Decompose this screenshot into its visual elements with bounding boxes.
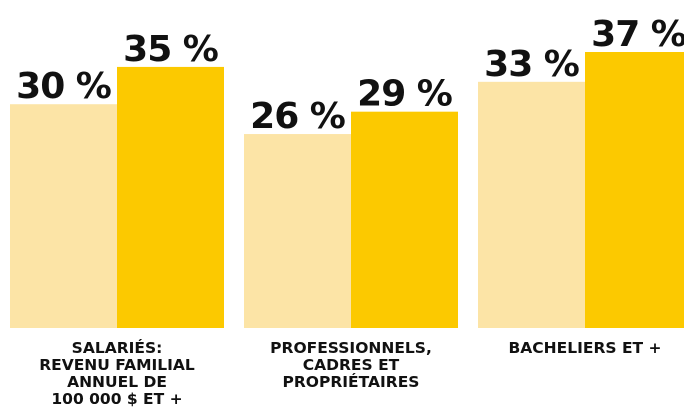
data-label-professionnels-2: 29 % xyxy=(357,74,452,115)
bar-salaries-1 xyxy=(10,104,117,328)
category-label-line: CADRES ET xyxy=(303,356,400,374)
data-label-salaries-2: 35 % xyxy=(123,29,218,70)
data-label-bacheliers-et-1: 33 % xyxy=(484,44,579,85)
category-label-salaries: SALARIÉS: REVENU FAMILIAL ANNUEL DE 100 000… xyxy=(39,338,195,408)
category-label-line: SALARIÉS: xyxy=(72,338,163,357)
category-label-professionnels: PROFESSIONNELS, CADRES ET PROPRIÉTAIRES xyxy=(270,339,432,391)
category-label-line: BACHELIERS ET + xyxy=(508,339,661,357)
bar-professionnels-1 xyxy=(244,134,351,328)
category-label-bacheliers-et: BACHELIERS ET + xyxy=(508,339,661,357)
category-label-line: PROPRIÉTAIRES xyxy=(283,372,420,391)
data-label-bacheliers-et-2: 37 % xyxy=(591,14,684,55)
bar-professionnels-2 xyxy=(351,111,458,328)
data-label-salaries-1: 30 % xyxy=(16,66,111,107)
bar-bacheliers-et-1 xyxy=(478,81,585,329)
data-label-professionnels-1: 26 % xyxy=(250,96,345,137)
category-label-line: PROFESSIONNELS, xyxy=(270,339,432,357)
category-label-line: REVENU FAMILIAL xyxy=(39,356,195,374)
bar-bacheliers-et-2 xyxy=(585,52,684,328)
category-label-line: ANNUEL DE xyxy=(67,373,167,391)
bar-salaries-2 xyxy=(117,66,224,329)
category-label-line: 100 000 $ ET + xyxy=(51,390,182,408)
